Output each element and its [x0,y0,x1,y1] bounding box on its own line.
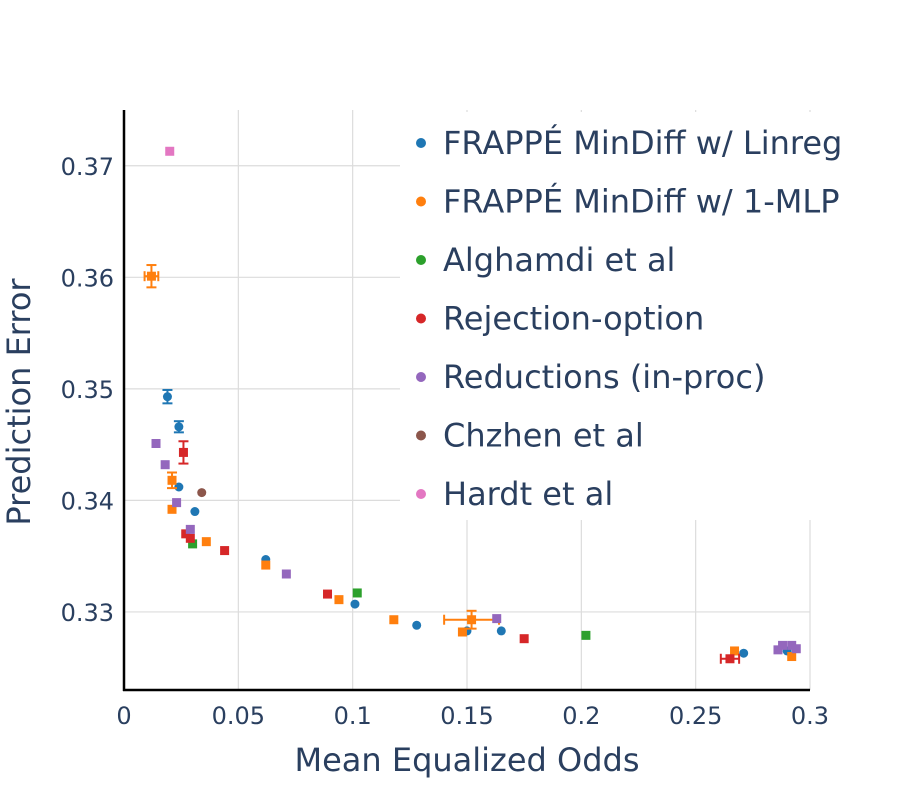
point-reductions-in-proc [151,439,161,448]
point-rejection-option [178,447,188,457]
legend-marker-reductions-in-proc [416,372,426,382]
point-frapp-mindiff-w-linreg [739,648,749,658]
point-frapp-mindiff-w-linreg [412,620,422,630]
point-frapp-mindiff-w-1-mlp [167,504,177,514]
point-reductions-in-proc [492,614,502,624]
x-tick-label: 0.1 [334,702,372,730]
legend-marker-alghamdi-et-al [416,255,426,265]
point-reductions-in-proc [778,640,788,650]
legend-box [400,112,870,520]
legend-label-chzhen-et-al: Chzhen et al [443,417,644,455]
x-tick-label: 0.15 [440,702,493,730]
point-reductions-in-proc [160,460,170,470]
x-tick-label: 0.25 [669,702,722,730]
point-reductions-in-proc [185,524,195,534]
legend-label-frapp-mindiff-w-linreg: FRAPPÉ MinDiff w/ Linreg [443,124,842,162]
point-frapp-mindiff-w-1-mlp [201,537,211,547]
y-tick-label: 0.36 [61,264,114,292]
legend-marker-rejection-option [416,313,426,324]
point-frapp-mindiff-w-1-mlp [261,560,271,570]
legend-background [400,112,870,520]
point-alghamdi-et-al [581,630,591,640]
point-frapp-mindiff-w-1-mlp [730,646,740,656]
point-reductions-in-proc [791,644,801,654]
legend-label-hardt-et-al: Hardt et al [443,475,613,513]
point-rejection-option [181,529,191,539]
point-frapp-mindiff-w-linreg [350,599,360,609]
point-rejection-option [519,634,529,644]
axes: 0 0.05 0.1 0.15 0.2 0.25 0.3 0.33 0.34 0.35 0.36 0.… [61,110,829,730]
y-tick-label: 0.37 [61,153,114,181]
point-frapp-mindiff-w-1-mlp [389,615,399,625]
point-frapp-mindiff-w-1-mlp [457,627,467,637]
x-tick-label: 0.2 [562,702,600,730]
point-frapp-mindiff-w-linreg [174,422,184,432]
point-frapp-mindiff-w-1-mlp [167,475,177,485]
point-frapp-mindiff-w-1-mlp [334,595,344,605]
y-tick-label: 0.34 [61,487,114,515]
point-rejection-option [323,589,333,599]
point-reductions-in-proc [172,498,182,508]
x-tick-label: 0.3 [791,702,829,730]
x-axis-title: Mean Equalized Odds [294,741,639,779]
x-tick-label: 0.05 [212,702,265,730]
y-axis-title: Prediction Error [0,278,38,526]
legend-label-reductions-in-proc: Reductions (in-proc) [443,358,765,396]
point-frapp-mindiff-w-linreg [174,482,184,492]
point-reductions-in-proc [787,640,797,650]
legend-marker-hardt-et-al [416,489,426,499]
point-alghamdi-et-al [188,539,198,549]
point-frapp-mindiff-w-linreg [190,507,200,517]
point-rejection-option [185,533,195,543]
legend-label-frapp-mindiff-w-1-mlp: FRAPPÉ MinDiff w/ 1-MLP [443,183,840,221]
point-frapp-mindiff-w-1-mlp [146,271,156,281]
y-tick-label: 0.35 [61,376,114,404]
legend: FRAPPÉ MinDiff w/ Linreg FRAPPÉ MinDiff w… [416,124,842,513]
point-rejection-option [220,546,230,556]
point-chzhen-et-al [197,488,207,498]
legend-label-rejection-option: Rejection-option [443,300,704,338]
point-frapp-mindiff-w-1-mlp [467,615,477,625]
x-tick-label: 0 [116,702,131,730]
point-frapp-mindiff-w-linreg [162,392,172,402]
point-reductions-in-proc [281,569,291,579]
legend-marker-frapp-mindiff-w-1-mlp [416,196,426,207]
point-alghamdi-et-al [352,588,362,598]
point-hardt-et-al [165,146,175,156]
y-tick-label: 0.33 [61,599,114,627]
point-frapp-mindiff-w-linreg [496,626,506,636]
legend-label-alghamdi-et-al: Alghamdi et al [443,241,675,279]
point-frapp-mindiff-w-1-mlp [787,652,797,662]
legend-marker-frapp-mindiff-w-linreg [416,138,426,148]
legend-marker-chzhen-et-al [416,430,426,441]
plot-area [143,146,801,664]
point-rejection-option [725,654,735,664]
point-reductions-in-proc [773,645,783,655]
